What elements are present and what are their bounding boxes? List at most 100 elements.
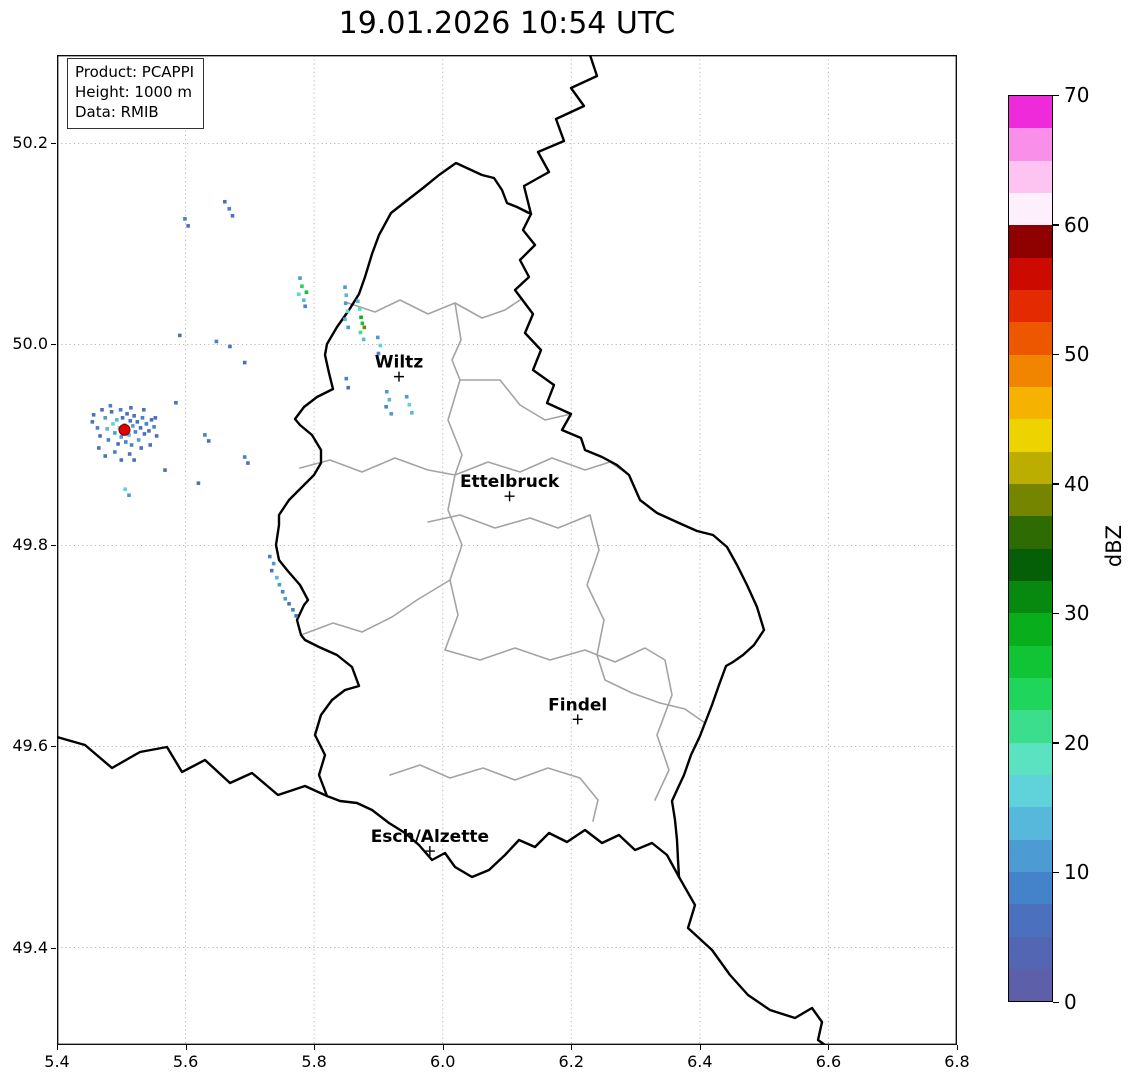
radar-echo-pixel	[119, 458, 124, 462]
x-tick-mark	[185, 1045, 187, 1050]
radar-echo-pixel	[116, 442, 120, 446]
france-belgium-border	[57, 735, 329, 798]
colorbar-band	[1009, 160, 1052, 193]
radar-echo-pixel	[106, 438, 111, 442]
city-label: Wiltz	[375, 353, 424, 373]
colorbar-band	[1009, 548, 1052, 581]
radar-echo-pixel	[142, 432, 147, 436]
radar-echo-pixel	[358, 330, 363, 335]
radar-echo-pixel	[183, 217, 187, 221]
city-marker	[424, 846, 435, 857]
colorbar-tick-mark	[1053, 224, 1059, 226]
radar-echo-pixel	[114, 418, 119, 422]
colorbar-band	[1009, 710, 1052, 743]
city-marker	[572, 714, 583, 725]
radar-echo-pixel	[125, 412, 129, 416]
colorbar-band	[1009, 354, 1052, 387]
radar-echo-pixel	[360, 321, 365, 326]
y-tick-label: 50.0	[12, 334, 48, 354]
radar-echo-pixel	[303, 304, 307, 309]
radar-echo-pixel	[140, 416, 145, 420]
radar-echo-pixel	[100, 407, 104, 412]
radar-echo-pixel	[269, 568, 274, 573]
radar-echo-pixel	[378, 343, 383, 348]
map-svg: Wiltz Ettelbruck Findel Esch/Alzette	[57, 55, 957, 1045]
y-tick-label: 49.6	[12, 736, 48, 756]
colorbar-tick-label: 40	[1064, 471, 1090, 496]
colorbar-band	[1009, 516, 1052, 549]
colorbar-tick-label: 10	[1064, 860, 1090, 885]
district-border	[444, 647, 673, 801]
city-markers: Wiltz Ettelbruck Findel Esch/Alzette	[371, 353, 607, 857]
colorbar-tick-mark	[1053, 871, 1059, 874]
colorbar-gradient	[1009, 96, 1052, 1002]
colorbar-band	[1009, 128, 1052, 161]
colorbar-band	[1009, 871, 1052, 905]
colorbar-band	[1009, 936, 1052, 969]
x-tick-label: 6.6	[815, 1052, 842, 1071]
radar-echo-pixel	[174, 400, 178, 405]
radar-echo-pixel	[141, 407, 146, 412]
radar-echo-pixel	[242, 455, 247, 459]
plot-frame	[57, 55, 957, 1045]
radar-echo-pixel	[98, 434, 102, 438]
radar-echo-pixel	[136, 438, 141, 442]
info-box: Product: PCAPPI Height: 1000 m Data: RMI…	[67, 58, 205, 129]
x-tick-mark	[957, 1045, 958, 1050]
radar-echo-pixel	[113, 431, 117, 435]
x-tick-mark	[314, 1045, 316, 1050]
radar-echo-pixel	[345, 309, 350, 314]
district-border	[389, 764, 599, 822]
radar-echo-pixel	[131, 424, 135, 428]
x-tick-mark	[571, 1045, 573, 1050]
radar-echo-pixel	[389, 412, 394, 416]
radar-echo-pixel	[376, 351, 381, 356]
colorbar-band	[1009, 483, 1052, 517]
y-tick-mark	[51, 143, 56, 145]
radar-echo-pixel	[362, 325, 367, 330]
radar-echo-pixel	[410, 411, 414, 415]
radar-echo-pixel	[404, 394, 409, 399]
radar-echo-pixel	[153, 416, 158, 420]
radar-echo-pixel	[132, 414, 136, 418]
radar-echo-pixel	[149, 418, 154, 422]
district-border	[444, 474, 463, 651]
radar-echo-pixel	[304, 290, 309, 294]
x-tick-mark	[57, 1045, 58, 1050]
radar-echo-pixel	[138, 426, 143, 430]
colorbar-tick-label: 70	[1064, 83, 1090, 107]
city-marker	[504, 491, 515, 502]
country-borders	[57, 55, 827, 1045]
colorbar-band	[1009, 322, 1052, 355]
colorbar-band	[1009, 225, 1052, 258]
radar-echo-pixel	[296, 292, 301, 297]
city-label: Ettelbruck	[460, 472, 560, 492]
figure-title: 19.01.2026 10:54 UTC	[338, 6, 676, 41]
colorbar-band	[1009, 677, 1052, 711]
radar-echo-pixel	[109, 410, 114, 414]
radar-echo-pixel	[177, 333, 182, 338]
colorbar-tick-label: 60	[1064, 212, 1090, 237]
radar-echo-pixel	[120, 416, 125, 420]
colorbar-band	[1009, 613, 1052, 646]
radar-echo-pixel	[144, 422, 149, 426]
radar-echo-pixel	[139, 446, 144, 450]
colorbar-band	[1009, 257, 1052, 290]
radar-echo-pixel	[344, 376, 349, 381]
radar-echo-pixel	[95, 426, 100, 430]
radar-echo-pixel	[359, 315, 363, 320]
radar-echo-pixel	[344, 293, 349, 298]
radar-echo-pixel	[147, 429, 151, 433]
colorbar-tick-label: 30	[1064, 601, 1090, 626]
radar-echo-pixel	[283, 596, 288, 601]
radar-echo-pixel	[111, 422, 115, 426]
y-tick-label: 50.2	[12, 133, 48, 153]
colorbar-band	[1009, 289, 1052, 323]
district-border	[299, 457, 630, 476]
radar-echo-pixel	[148, 443, 153, 447]
radar-echo-pixel	[206, 439, 211, 443]
radar-echo-pixel	[129, 405, 133, 410]
y-tick-mark	[51, 947, 56, 949]
district-border	[447, 302, 463, 476]
radar-site-marker	[118, 423, 131, 436]
